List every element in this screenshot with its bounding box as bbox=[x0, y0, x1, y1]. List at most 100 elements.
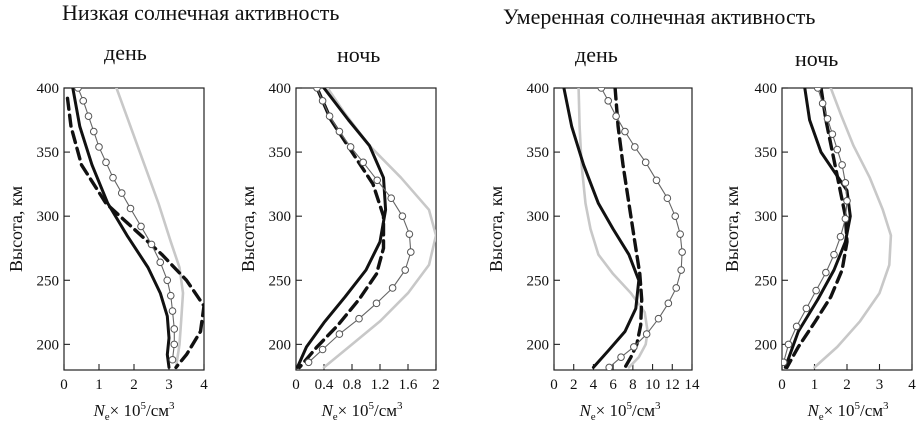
x-tick-label: 0 bbox=[60, 377, 68, 393]
x-tick-label: 8 bbox=[629, 377, 637, 393]
series-line-solid bbox=[296, 88, 388, 369]
x-tick-label: 2 bbox=[130, 377, 138, 393]
x-tick-label: 4 bbox=[590, 377, 598, 393]
x-tick-label: 3 bbox=[876, 377, 884, 393]
data-point bbox=[678, 248, 686, 256]
x-tick-label: 10 bbox=[645, 377, 660, 393]
data-point bbox=[373, 176, 382, 185]
x-tick-label: 3 bbox=[165, 377, 173, 393]
data-point bbox=[398, 212, 407, 220]
y-axis-label: Высота, км bbox=[486, 186, 506, 272]
series-line-dashed bbox=[785, 88, 849, 370]
y-tick-label: 400 bbox=[527, 81, 550, 97]
data-point bbox=[401, 266, 410, 274]
data-point bbox=[630, 343, 638, 351]
x-tick-label: 2 bbox=[432, 377, 440, 393]
x-tick-label: 14 bbox=[685, 377, 701, 393]
data-point bbox=[407, 248, 415, 256]
data-point bbox=[784, 340, 793, 349]
data-point bbox=[137, 222, 145, 231]
data-point bbox=[841, 179, 850, 187]
data-point bbox=[318, 97, 327, 105]
data-point bbox=[170, 340, 179, 349]
data-point bbox=[388, 284, 397, 292]
x-axis-label: Ne× 105/см3 bbox=[320, 400, 403, 423]
y-axis-label: Высота, км bbox=[6, 186, 26, 272]
data-point bbox=[672, 284, 681, 292]
data-point bbox=[84, 112, 93, 120]
x-tick-label: 0.8 bbox=[343, 377, 362, 393]
data-point bbox=[405, 230, 414, 238]
data-point bbox=[89, 127, 98, 136]
data-point bbox=[359, 158, 368, 167]
data-point bbox=[641, 158, 650, 167]
data-point bbox=[109, 173, 117, 182]
x-axis-label: Ne× 105/см3 bbox=[92, 400, 175, 423]
y-tick-label: 250 bbox=[269, 273, 292, 289]
panel-title-1: день bbox=[104, 40, 147, 65]
panel-title-2: ночь bbox=[337, 42, 381, 67]
data-point bbox=[830, 250, 838, 259]
plot-frame bbox=[553, 87, 693, 371]
x-tick-label: 0 bbox=[292, 377, 300, 393]
x-tick-label: 1.6 bbox=[399, 377, 418, 393]
data-point bbox=[156, 258, 165, 267]
data-point bbox=[355, 314, 363, 323]
data-point bbox=[325, 112, 334, 120]
y-tick-label: 400 bbox=[269, 81, 292, 97]
chart-panel-4: 0 1 2 3 4 200 250 300 350 400 Высота, км Ne× 105/см… bbox=[722, 81, 916, 423]
data-point bbox=[838, 161, 846, 169]
data-point bbox=[74, 88, 82, 92]
data-point bbox=[168, 307, 177, 315]
data-point bbox=[318, 345, 327, 354]
chart-panel-1: 0 1 2 3 4 200 250 300 350 400 Высота, км Ne× 105/см… bbox=[6, 81, 208, 423]
data-point bbox=[95, 143, 103, 151]
data-point bbox=[654, 314, 663, 323]
y-tick-label: 400 bbox=[755, 81, 778, 97]
x-tick-label: 1 bbox=[811, 377, 819, 393]
data-point bbox=[617, 353, 625, 361]
data-point bbox=[604, 97, 613, 105]
data-point bbox=[822, 268, 830, 277]
y-tick-label: 350 bbox=[37, 145, 60, 161]
data-point bbox=[166, 291, 175, 300]
y-tick-label: 300 bbox=[755, 209, 778, 225]
y-tick-label: 250 bbox=[37, 273, 60, 289]
data-point bbox=[168, 355, 177, 364]
data-point bbox=[631, 143, 639, 151]
y-tick-label: 250 bbox=[755, 273, 778, 289]
data-point bbox=[676, 230, 684, 238]
data-point bbox=[792, 322, 801, 331]
data-point bbox=[170, 325, 179, 333]
y-tick-label: 350 bbox=[755, 145, 778, 161]
panel-title-3: день bbox=[575, 42, 618, 67]
x-tick-label: 0 bbox=[778, 377, 786, 393]
data-point bbox=[782, 358, 788, 367]
data-point bbox=[833, 145, 842, 154]
data-point bbox=[802, 304, 811, 313]
plot-frame bbox=[295, 87, 437, 371]
x-tick-label: 0.4 bbox=[315, 377, 334, 393]
series-line-gray bbox=[577, 88, 649, 369]
data-point bbox=[671, 212, 680, 220]
x-tick-label: 4 bbox=[908, 377, 916, 393]
data-point bbox=[664, 299, 673, 308]
chart-panel-2: 0 0.4 0.8 1.2 1.6 2 200 250 300 350 400 Высота, км N… bbox=[238, 81, 440, 423]
data-point bbox=[102, 158, 110, 167]
series-line-dashed bbox=[297, 88, 386, 370]
group-title-moderate-activity: Умеренная солнечная активность bbox=[503, 4, 816, 29]
data-point bbox=[818, 99, 827, 108]
y-tick-label: 300 bbox=[269, 209, 292, 225]
x-tick-label: 12 bbox=[665, 377, 680, 393]
series-line-solid bbox=[562, 88, 641, 369]
x-tick-label: 0 bbox=[550, 377, 558, 393]
data-point bbox=[335, 127, 344, 136]
y-tick-label: 250 bbox=[527, 273, 550, 289]
data-point bbox=[841, 214, 850, 223]
series-line-gray bbox=[115, 88, 185, 369]
data-point bbox=[126, 204, 135, 213]
data-point bbox=[313, 88, 321, 92]
x-axis-label: Ne× 105/см3 bbox=[806, 400, 889, 423]
data-point bbox=[335, 330, 344, 338]
